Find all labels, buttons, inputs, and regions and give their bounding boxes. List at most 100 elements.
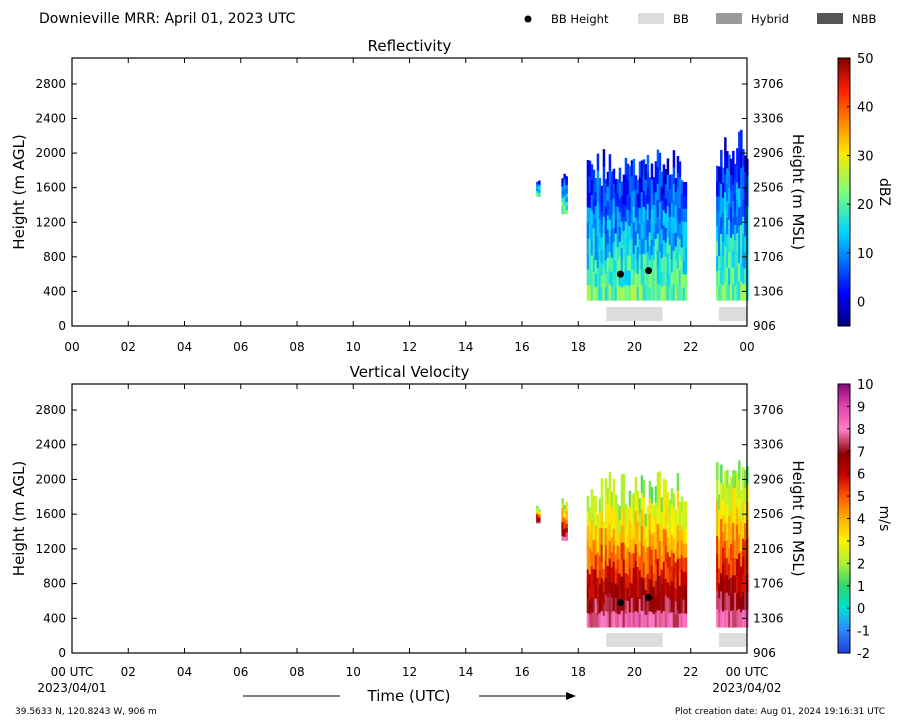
echo-cell: [730, 576, 733, 595]
echo-cell: [561, 209, 564, 215]
echo-cell: [600, 262, 604, 276]
bb-height-point: [616, 270, 624, 278]
echo-cell: [742, 484, 745, 504]
echo-cell: [624, 173, 628, 191]
echo-cell: [656, 472, 660, 490]
echo-cell: [650, 239, 654, 256]
echo-cell: [730, 560, 733, 578]
echo-cell: [626, 520, 630, 535]
echo-cell: [656, 283, 660, 301]
echo-cell: [634, 493, 638, 511]
echo-cell: [592, 198, 596, 214]
echo-cell: [632, 253, 636, 270]
echo-cell: [636, 505, 640, 522]
echo-cell: [536, 185, 539, 188]
echo-cell: [592, 539, 596, 555]
echo-cell: [622, 491, 626, 509]
echo-cell: [594, 218, 598, 233]
echo-cell: [614, 612, 618, 628]
echo-cell: [654, 533, 658, 550]
echo-cell: [618, 559, 622, 574]
echo-cell: [604, 205, 608, 220]
echo-cell: [666, 174, 670, 191]
echo-cell: [720, 464, 723, 484]
echo-cell: [670, 503, 674, 520]
echo-cell: [565, 523, 568, 528]
echo-cell: [740, 550, 743, 567]
echo-cell: [676, 541, 680, 560]
echo-cell: [684, 529, 688, 544]
y-tick-label: 800: [43, 250, 66, 264]
echo-cell: [620, 181, 624, 196]
echo-cell: [618, 226, 622, 242]
echo-cell: [730, 190, 733, 207]
echo-cell: [592, 213, 596, 229]
x-tick-label: 20: [627, 340, 642, 354]
echo-cell: [616, 531, 620, 546]
echo-cell: [662, 478, 666, 496]
echo-cell: [648, 513, 652, 531]
echo-cell: [608, 186, 612, 204]
echo-cell: [632, 612, 636, 628]
echo-cell: [642, 578, 646, 595]
echo-cell: [660, 271, 664, 287]
echo-cell: [678, 176, 682, 193]
echo-cell: [742, 199, 745, 217]
echo-cell: [646, 154, 650, 172]
echo-cell: [740, 505, 743, 521]
echo-cell: [604, 192, 608, 207]
echo-cell: [538, 191, 541, 194]
echo-cell: [628, 285, 632, 301]
echo-cell: [588, 600, 592, 615]
echo-cell: [630, 160, 634, 177]
echo-cell: [724, 540, 727, 559]
echo-cell: [602, 603, 606, 616]
echo-cell: [658, 169, 662, 187]
x-tick-label: 22: [683, 665, 698, 679]
echo-cell: [744, 251, 747, 269]
echo-cell: [732, 557, 735, 576]
echo-cell: [616, 219, 620, 234]
echo-cell: [624, 504, 628, 519]
echo-cell: [628, 566, 632, 583]
echo-cell: [600, 577, 604, 595]
echo-cell: [628, 596, 632, 613]
echo-cell: [726, 283, 729, 301]
echo-cell: [684, 543, 688, 558]
x-tick-label: 16: [514, 340, 529, 354]
echo-cell: [662, 544, 666, 562]
echo-cell: [654, 284, 658, 301]
y2-axis-label: Height (m MSL): [789, 460, 807, 576]
echo-cell: [656, 541, 660, 559]
echo-cell: [664, 169, 668, 185]
echo-cell: [642, 253, 646, 270]
echo-cell: [642, 480, 646, 498]
echo-cell: [650, 178, 654, 195]
echo-cell: [604, 273, 608, 288]
echo-cell: [604, 527, 608, 545]
echo-cell: [630, 582, 634, 598]
echo-cell: [672, 493, 676, 509]
echo-cell: [676, 609, 680, 628]
echo-cell: [718, 211, 721, 227]
echo-cell: [588, 160, 592, 177]
echo-cell: [666, 521, 670, 538]
echo-cell: [538, 512, 541, 515]
echo-cell: [738, 150, 741, 170]
echo-cell: [722, 285, 725, 301]
echo-cell: [642, 610, 646, 628]
echo-cell: [724, 488, 727, 507]
echo-cell: [563, 532, 566, 537]
y-tick-label: 2000: [35, 472, 66, 486]
echo-cell: [628, 165, 632, 182]
echo-cell: [678, 515, 682, 531]
echo-cell: [678, 253, 682, 270]
echo-cell: [742, 573, 745, 592]
echo-cell: [624, 517, 628, 532]
echo-cell: [626, 224, 630, 241]
echo-cell: [718, 509, 721, 525]
echo-cell: [606, 200, 610, 216]
echo-cell: [656, 216, 660, 234]
echo-cell: [618, 197, 622, 213]
